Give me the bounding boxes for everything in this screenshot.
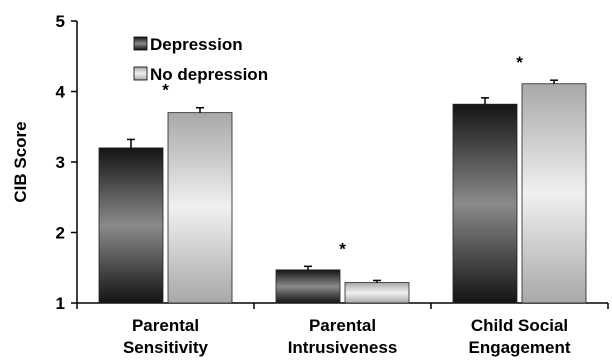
x-tick-label: Child Social — [471, 316, 568, 335]
legend-swatch-depression — [133, 36, 148, 51]
bar-depression — [452, 103, 518, 304]
bar-no-depression — [521, 83, 587, 304]
legend-label-no-depression: No depression — [150, 65, 268, 84]
legend-swatch-no-depression — [133, 66, 148, 81]
bar-depression — [275, 269, 341, 304]
x-tick-label: Parental — [309, 316, 376, 335]
bar-no-depression — [344, 282, 410, 304]
y-tick-label: 5 — [56, 12, 65, 31]
x-tick-label: Parental — [132, 316, 199, 335]
x-tick-label: Engagement — [468, 338, 570, 357]
bar-depression — [98, 147, 164, 304]
significance-marker: * — [162, 81, 169, 100]
y-axis-label: CIB Score — [11, 121, 30, 202]
y-tick-label: 3 — [56, 153, 65, 172]
significance-marker: * — [339, 239, 346, 258]
x-tick-label: Sensitivity — [123, 338, 209, 357]
legend-label-depression: Depression — [150, 35, 243, 54]
x-tick-label: Intrusiveness — [288, 338, 398, 357]
plot-area: 1 2 3 4 5 CIB Score * Parental Sensitivity * Paren… — [11, 12, 609, 357]
y-tick-label: 2 — [56, 224, 65, 243]
bar-no-depression — [167, 112, 233, 304]
legend: Depression No depression — [133, 35, 268, 84]
y-tick-label: 4 — [56, 83, 66, 102]
y-tick-label: 1 — [56, 294, 65, 313]
significance-marker: * — [516, 53, 523, 72]
